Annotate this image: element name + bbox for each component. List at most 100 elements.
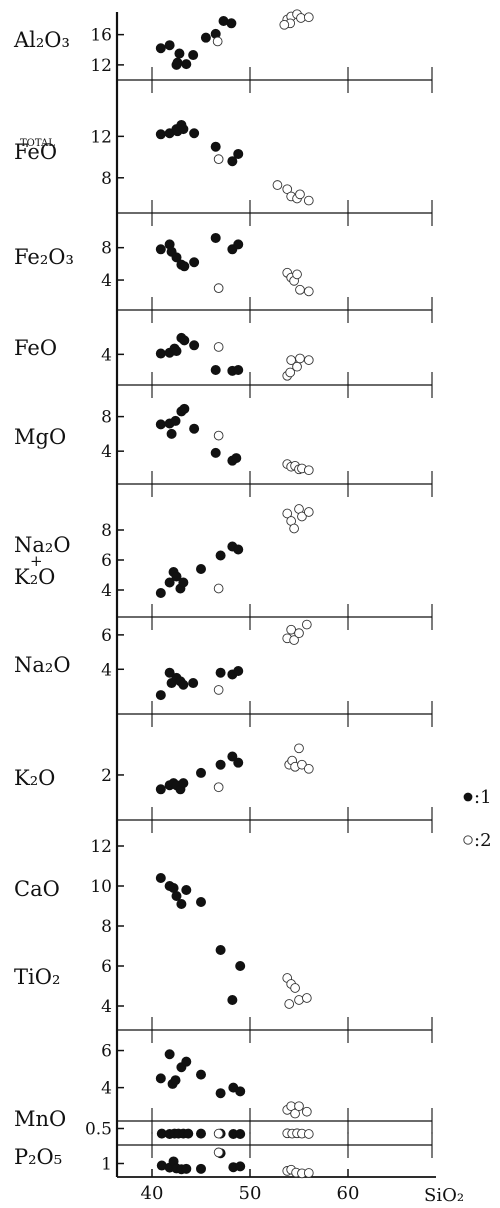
data-point-group-2 — [213, 1128, 224, 1139]
data-point-group-1 — [195, 767, 206, 778]
data-point-group-1 — [155, 129, 166, 140]
y-tick-label: 4 — [101, 1079, 112, 1099]
data-point-group-1 — [233, 364, 244, 375]
data-point-group-1 — [195, 1128, 206, 1139]
data-point-group-1 — [210, 232, 221, 243]
legend-marker-open — [463, 835, 473, 845]
legend-label: :1 — [474, 787, 492, 808]
data-point-group-1 — [179, 335, 190, 346]
data-point-group-2 — [284, 999, 295, 1009]
data-point-group-1 — [210, 141, 221, 152]
data-point-group-2 — [279, 19, 290, 30]
data-point-group-1 — [155, 873, 166, 884]
panel-7: K₂O 2 — [14, 743, 314, 795]
y-tick-label: 12 — [90, 837, 112, 857]
data-point-group-2 — [213, 283, 224, 293]
data-point-group-1 — [155, 348, 166, 359]
data-point-group-1 — [188, 50, 199, 61]
data-point-group-2 — [301, 993, 312, 1003]
data-point-group-1 — [210, 447, 221, 458]
data-point-group-1 — [179, 403, 190, 414]
data-point-group-1 — [227, 751, 238, 762]
panel-label: K₂O — [14, 766, 55, 790]
y-tick-label: 4 — [101, 581, 112, 601]
data-point-group-2 — [213, 782, 224, 793]
data-point-group-1 — [233, 544, 244, 555]
data-point-group-1 — [178, 124, 189, 135]
panel-0: Al₂O₃ 12 16 — [13, 9, 314, 76]
data-point-group-1 — [155, 784, 166, 795]
y-tick-label: 1 — [101, 1155, 112, 1175]
panel-label: Na₂O — [14, 653, 71, 677]
panel-label: FeO — [14, 336, 57, 360]
data-point-group-1 — [155, 690, 166, 701]
y-tick-label: 12 — [90, 56, 112, 76]
data-point-group-2 — [303, 195, 314, 206]
data-point-group-2 — [294, 1101, 304, 1112]
data-point-group-1 — [195, 1069, 206, 1080]
legend-label: :2 — [474, 830, 492, 851]
y-tick-label: 6 — [101, 1042, 112, 1062]
data-point-group-2 — [294, 743, 304, 754]
data-point-group-2 — [286, 624, 297, 635]
data-point-group-1 — [181, 59, 192, 70]
data-point-group-1 — [195, 564, 206, 575]
y-tick-label: 4 — [101, 660, 112, 680]
y-tick-label: 0.5 — [85, 1120, 112, 1140]
chart-frame — [115, 12, 436, 1178]
panel-label: MgO — [14, 425, 66, 449]
data-point-group-1 — [215, 667, 226, 678]
panel-label-prefix: TOTAL — [20, 138, 55, 149]
plus-sign: + — [30, 552, 43, 570]
panel-3: FeO 4 — [14, 332, 314, 381]
data-point-group-1 — [231, 453, 242, 464]
data-point-group-1 — [164, 1049, 175, 1060]
y-tick-label: 6 — [101, 551, 112, 571]
panel-label: MnO — [14, 1107, 66, 1131]
data-point-group-2 — [301, 619, 312, 630]
data-point-group-1 — [188, 678, 199, 689]
data-point-group-2 — [295, 353, 305, 364]
data-point-group-1 — [235, 1129, 246, 1140]
data-point-group-2 — [303, 12, 314, 23]
data-point-group-1 — [164, 577, 175, 588]
y-tick-label: 6 — [101, 957, 112, 977]
data-point-group-2 — [303, 286, 314, 297]
y-tick-label: 2 — [101, 766, 112, 786]
data-point-group-2 — [290, 1108, 300, 1119]
data-point-group-1 — [170, 415, 181, 426]
y-tick-label: 4 — [101, 997, 112, 1017]
panel-label: Al₂O₃ — [13, 28, 70, 52]
data-point-group-1 — [155, 588, 166, 599]
panel-label: Na₂O — [14, 533, 71, 557]
data-point-group-1 — [189, 423, 200, 434]
data-point-group-1 — [172, 57, 183, 68]
panel-8: CaO 4 6 8 10 12 — [14, 837, 312, 1017]
data-point-group-2 — [290, 983, 300, 993]
data-point-group-1 — [233, 757, 244, 768]
panel-label: CaO — [14, 877, 60, 901]
data-point-group-2 — [294, 628, 304, 639]
data-point-group-2 — [213, 583, 224, 594]
data-point-group-2 — [303, 507, 314, 517]
data-point-group-1 — [178, 778, 189, 789]
y-tick-label: 4 — [101, 271, 112, 291]
data-point-group-2 — [289, 523, 299, 534]
data-point-group-2 — [303, 1129, 314, 1139]
data-point-group-1 — [166, 428, 177, 439]
data-point-group-1 — [178, 577, 189, 588]
data-point-group-1 — [215, 550, 226, 561]
y-tick-label: 8 — [101, 169, 112, 189]
data-point-group-1 — [171, 346, 182, 357]
data-point-group-1 — [171, 252, 182, 263]
y-tick-label: 12 — [90, 127, 112, 147]
data-point-group-1 — [170, 1075, 181, 1086]
data-point-group-2 — [213, 430, 224, 441]
y-tick-label: 8 — [101, 917, 112, 937]
x-tick-label: 60 — [337, 1183, 360, 1204]
data-point-group-1 — [155, 244, 166, 255]
data-point-group-1 — [155, 1073, 166, 1084]
panel-label-2: K₂O — [14, 565, 55, 589]
